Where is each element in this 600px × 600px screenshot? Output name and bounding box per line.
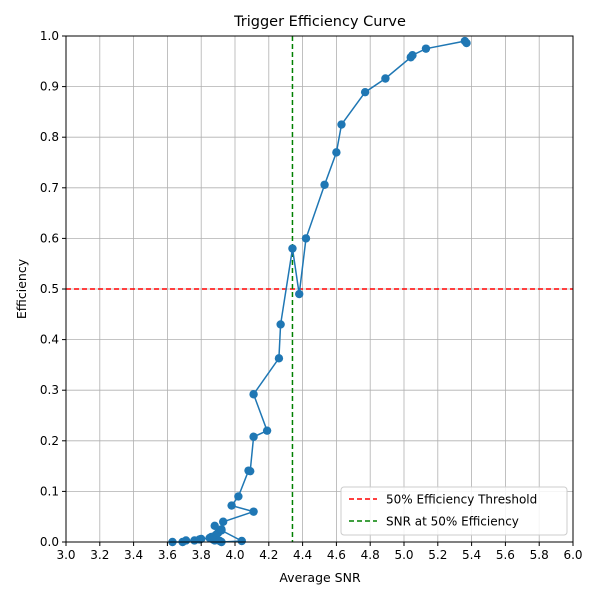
- x-tick-label: 3.4: [124, 548, 143, 562]
- x-tick-label: 3.2: [90, 548, 109, 562]
- y-tick-label: 1.0: [40, 29, 59, 43]
- x-tick-label: 4.2: [259, 548, 278, 562]
- data-point: [462, 38, 471, 48]
- legend: 50% Efficiency Threshold SNR at 50% Effi…: [340, 486, 568, 536]
- data-point: [301, 234, 311, 243]
- data-point: [421, 44, 431, 53]
- x-tick-label: 3.0: [56, 548, 75, 562]
- x-tick-label: 4.0: [225, 548, 244, 562]
- data-point: [197, 534, 206, 544]
- data-point: [249, 432, 258, 441]
- x-tick-label: 3.6: [158, 548, 177, 562]
- data-point: [337, 120, 346, 129]
- y-tick-label: 0.6: [40, 231, 59, 245]
- x-axis-label: Average SNR: [279, 570, 361, 585]
- y-axis-ticks: 0.0 0.1 0.2 0.3 0.4 0.5 0.6 0.7 0.8 0.9 1.0: [40, 29, 66, 549]
- legend-label-snr: SNR at 50% Efficiency: [386, 515, 519, 529]
- x-tick-label: 5.0: [394, 548, 413, 562]
- x-tick-label: 4.4: [293, 548, 312, 562]
- y-tick-label: 0.4: [40, 333, 59, 347]
- data-point: [320, 180, 329, 189]
- x-axis-ticks: 3.0 3.2 3.4 3.6 3.8 4.0 4.2 4.4 4.6 4.8 5.0 5.2 5.4 5…: [56, 542, 583, 562]
- data-point: [295, 289, 304, 299]
- data-point: [210, 521, 219, 531]
- data-point: [217, 525, 226, 534]
- data-point: [262, 426, 272, 435]
- x-tick-label: 5.6: [496, 548, 515, 562]
- chart-title: Trigger Efficiency Curve: [233, 14, 406, 30]
- y-tick-label: 0.7: [40, 181, 59, 195]
- data-point: [332, 148, 341, 157]
- x-tick-label: 6.0: [563, 548, 582, 562]
- x-tick-label: 4.8: [361, 548, 380, 562]
- y-tick-label: 0.8: [40, 130, 59, 144]
- y-tick-label: 0.3: [40, 383, 59, 397]
- data-point: [227, 501, 236, 510]
- data-point: [218, 517, 228, 526]
- y-tick-label: 0.2: [40, 434, 59, 448]
- x-tick-label: 3.8: [192, 548, 211, 562]
- data-point: [381, 74, 390, 83]
- x-tick-label: 5.8: [530, 548, 549, 562]
- data-point: [181, 536, 191, 545]
- data-point: [237, 536, 246, 546]
- y-tick-label: 0.1: [40, 484, 59, 498]
- data-point: [234, 492, 243, 501]
- data-point: [249, 390, 258, 399]
- data-point: [360, 87, 370, 97]
- y-tick-label: 0.0: [40, 535, 59, 549]
- data-point: [408, 51, 417, 60]
- x-tick-label: 4.6: [327, 548, 346, 562]
- data-point: [276, 320, 285, 329]
- data-point: [249, 507, 258, 516]
- data-point: [274, 354, 284, 363]
- x-tick-label: 5.2: [428, 548, 447, 562]
- y-axis-label: Efficiency: [14, 258, 29, 319]
- legend-box: [340, 486, 568, 536]
- y-tick-label: 0.9: [40, 80, 59, 94]
- legend-label-threshold: 50% Efficiency Threshold: [386, 493, 537, 507]
- data-point: [288, 244, 297, 253]
- y-tick-label: 0.5: [40, 282, 59, 296]
- reference-lines: [66, 36, 573, 542]
- x-tick-label: 5.4: [462, 548, 481, 562]
- data-point: [246, 466, 255, 476]
